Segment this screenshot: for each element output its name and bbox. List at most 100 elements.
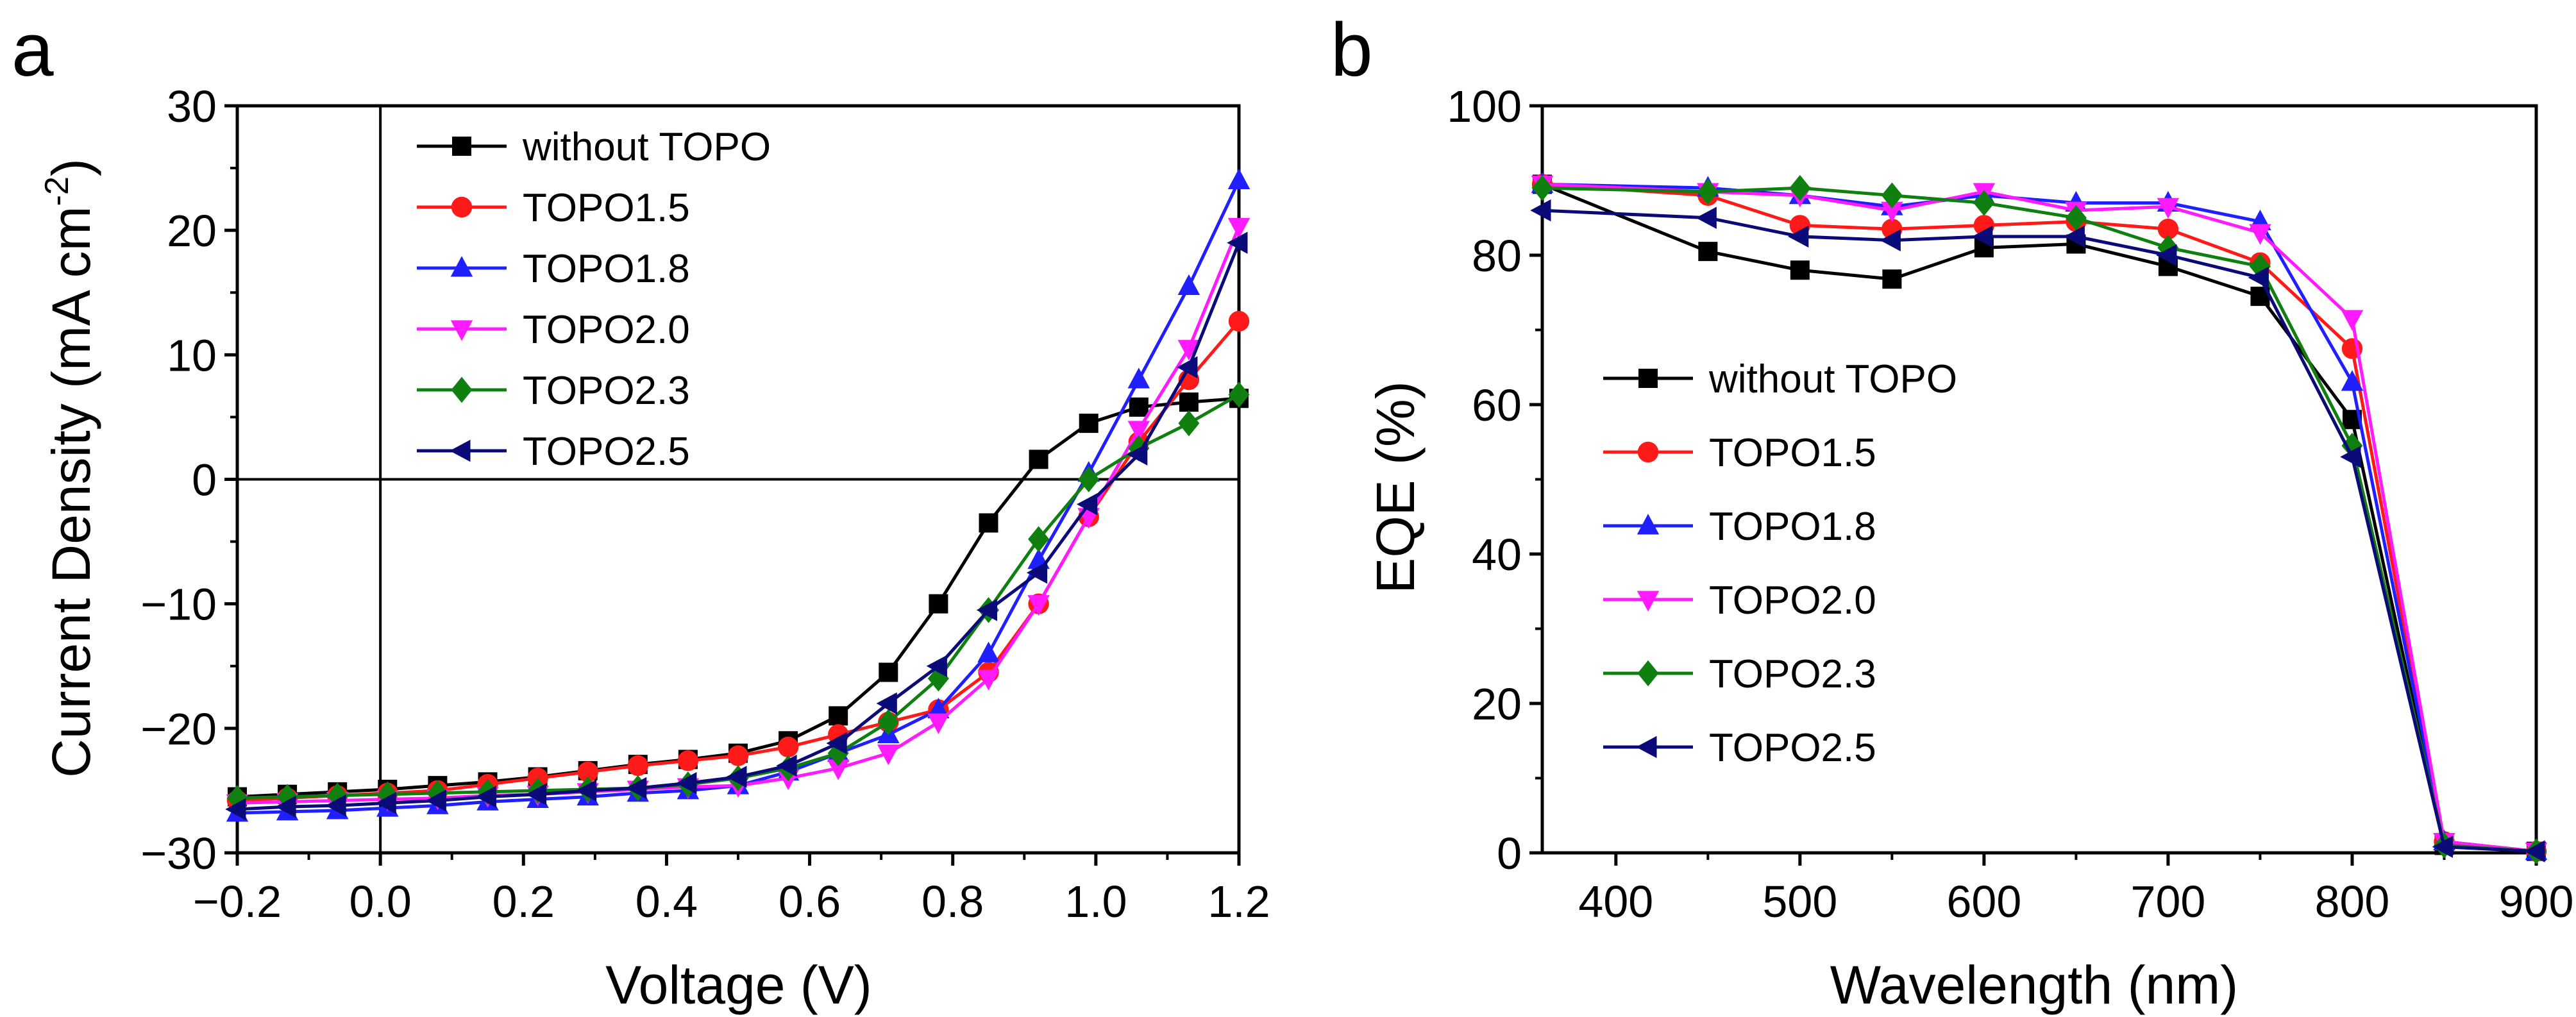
panel-b-legend-marker: [1637, 441, 1659, 463]
panel-a-xtick-label: 0.6: [779, 877, 841, 927]
panel-a-legend-item: TOPO1.8: [417, 247, 690, 291]
panel-b-ytick-label: 0: [1497, 828, 1522, 878]
panel-a-plot: −0.2 0.0 0.2 0.4 0.6 0.8 1.0 1.2 −30 −20 −10 0 10 20 3…: [140, 81, 1270, 927]
panel-b-point-topo2-3: [1531, 174, 1553, 201]
panel-b-point-topo2-5: [2432, 836, 2453, 858]
panel-a-point-topo2-5: [626, 777, 647, 800]
panel-b-legend-label: TOPO2.0: [1709, 578, 1876, 623]
panel-a-ylabel-close: ): [41, 158, 101, 176]
panel-a-xtick-label: 1.0: [1065, 877, 1127, 927]
panel-b-legend-item: TOPO1.8: [1603, 505, 1876, 549]
panel-a-point-topo2-5: [225, 798, 246, 821]
panel-a-point-topo2-5: [375, 792, 396, 814]
panel-a-ytick-label: 20: [167, 206, 217, 256]
panel-a-point-topo2-5: [1076, 493, 1098, 516]
panel-a-legend-label: without TOPO: [522, 125, 771, 169]
panel-a-point-topo2-3: [1228, 382, 1250, 408]
panel-label-a: a: [12, 8, 54, 92]
panel-b-point-without-topo: [1790, 260, 1810, 280]
panel-a-point-topo1-8: [1127, 367, 1150, 389]
panel-a-line-without-topo: [237, 396, 1240, 799]
panel-a-point-topo1-5: [727, 745, 749, 766]
panel-a-ytick-label: 30: [167, 81, 217, 131]
panel-a-point-without-topo: [1029, 450, 1048, 469]
panel-a-xtick-label: −0.2: [193, 877, 282, 927]
panel-b-point-topo2-3: [1881, 182, 1903, 209]
panel-a-legend-marker: [450, 256, 473, 277]
panel-a-point-topo2-5: [926, 655, 947, 677]
panel-b-legend: without TOPO TOPO1.5 TOPO1.8 TOPO2.0 TOPO2.3…: [1603, 357, 1957, 770]
panel-b-point-topo2-5: [1788, 225, 1809, 248]
panel-a-point-topo1-5: [577, 761, 598, 782]
panel-a-legend-label: TOPO1.5: [523, 186, 690, 230]
panel-b-point-topo2-5: [2248, 266, 2269, 289]
panel-b-xtick-label: 500: [1762, 877, 1837, 927]
panel-a-line-topo1-5: [237, 320, 1240, 802]
panel-b-ylabel: EQE (%): [1365, 381, 1426, 593]
panel-a-legend-item: TOPO1.5: [417, 186, 690, 230]
panel-b-point-topo2-5: [2064, 225, 2085, 248]
panel-a-point-topo2-5: [1177, 356, 1198, 378]
panel-a-series-topo2-5: [225, 231, 1248, 821]
panel-b-legend-label: TOPO1.8: [1709, 505, 1876, 549]
panel-a-legend-marker: [450, 320, 473, 341]
panel-b-series-topo2-5: [1530, 199, 2545, 862]
panel-b-xtick-label: 900: [2499, 877, 2574, 927]
panel-a-legend-item: TOPO2.3: [417, 369, 690, 413]
panel-b-point-topo1-5: [2157, 219, 2179, 240]
panel-b-point-without-topo: [2250, 287, 2270, 307]
panel-a-point-topo2-5: [976, 599, 997, 621]
panel-b-point-topo2-5: [1880, 229, 1901, 251]
panel-a-point-topo1-8: [1227, 168, 1250, 189]
panel-a-xtick-label: 0.2: [492, 877, 555, 927]
panel-b-series-topo1-8: [1531, 172, 2548, 861]
panel-b-legend-item: TOPO2.3: [1603, 652, 1876, 696]
panel-a-point-topo2-0: [877, 744, 900, 766]
panel-b-legend-label: TOPO1.5: [1709, 431, 1876, 475]
panel-b-legend-label: TOPO2.5: [1709, 726, 1876, 770]
panel-a-point-topo2-0: [977, 669, 1000, 691]
panel-b-legend-marker: [1638, 369, 1658, 388]
panel-a-point-topo2-3: [1028, 526, 1050, 552]
panel-a-legend-label: TOPO2.0: [523, 308, 690, 352]
panel-a-point-without-topo: [829, 706, 848, 726]
panel-a-point-topo2-3: [877, 709, 899, 735]
panel-a-point-topo2-5: [425, 789, 446, 812]
panel-a-ytick-label: −10: [140, 580, 217, 630]
panel-b-legend-item: TOPO2.0: [1603, 578, 1876, 623]
panel-b-xtick-label: 800: [2315, 877, 2390, 927]
panel-b-legend-marker: [1637, 514, 1660, 535]
panel-a-point-topo1-5: [1228, 310, 1250, 332]
panel-a-ylabel-main: Current Density (mA cm: [41, 206, 101, 778]
panel-b-xlabel: Wavelength (nm): [1830, 955, 2238, 1015]
panel-a-point-topo1-5: [677, 750, 699, 771]
panel-a-point-without-topo: [1079, 414, 1099, 433]
panel-b-ytick-label: 60: [1472, 380, 1522, 430]
panel-b-ytick-label: 20: [1472, 679, 1522, 729]
panel-b-point-topo2-5: [2524, 840, 2545, 862]
panel-a-point-topo1-5: [627, 755, 648, 777]
panel-a-line-topo1-8: [237, 180, 1241, 815]
panel-a-line-topo2-3: [237, 393, 1240, 800]
panel-a-point-topo2-5: [826, 732, 847, 755]
panel-a-point-topo1-8: [1177, 274, 1200, 296]
panel-a-point-topo2-5: [1127, 443, 1148, 466]
panel-a-legend-item: TOPO2.5: [417, 430, 690, 474]
panel-a-point-without-topo: [1179, 392, 1199, 412]
panel-b-point-without-topo: [2342, 410, 2362, 430]
panel-b-legend-marker: [1636, 735, 1657, 759]
panel-a-ylabel-sup: -2: [38, 176, 76, 206]
panel-b-point-topo1-8: [2341, 370, 2364, 391]
panel-b-xtick-label: 600: [1946, 877, 2021, 927]
panel-a-xtick-label: 0.4: [636, 877, 698, 927]
panel-a-point-topo2-5: [475, 786, 496, 808]
panel-a-xtick-label: 0.8: [922, 877, 984, 927]
panel-b-point-topo2-5: [2340, 446, 2361, 468]
panel-a-point-topo2-5: [575, 779, 597, 802]
panel-a-ylabel: Current Density (mA cm-2): [38, 158, 101, 778]
panel-a-point-without-topo: [1129, 397, 1149, 417]
panel-a-ytick-label: 0: [192, 455, 217, 505]
panel-a-legend-label: TOPO2.5: [523, 430, 690, 474]
